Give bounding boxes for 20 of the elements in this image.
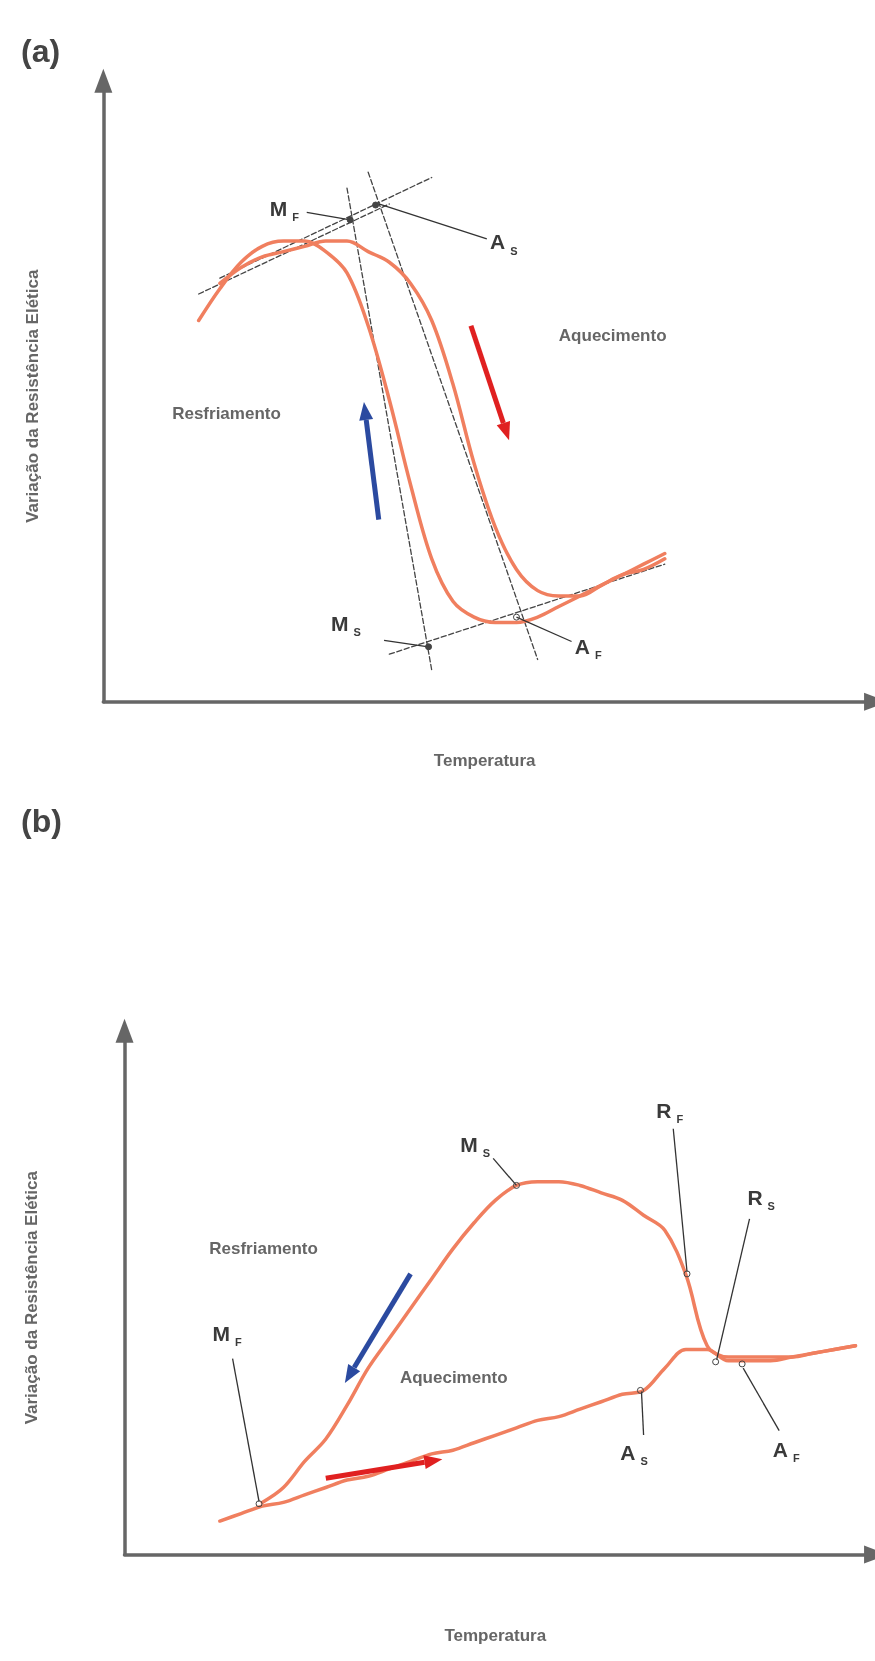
x-axis-title: Temperatura <box>433 750 537 770</box>
y-axis-title: Variação da Resistência Elética <box>21 1170 41 1425</box>
annotation: M$_{S}$ <box>331 611 361 640</box>
annotation: A$_{S}$ <box>489 230 518 259</box>
annotation: R$_{S}$ <box>747 1185 775 1215</box>
annotation: Resfriamento <box>172 403 281 426</box>
x-axis-title: Temperatura <box>444 1625 547 1645</box>
annotation: Resfriamento <box>209 1237 318 1260</box>
annotation: Aquecimento <box>558 324 667 347</box>
annotation: A$_{F}$ <box>772 1438 800 1467</box>
annotation: A$_{S}$ <box>620 1441 648 1470</box>
annotation: Aquecimento <box>399 1367 508 1390</box>
y-axis-title: Variação da Resistência Elética <box>23 269 43 523</box>
chart-title: (a) <box>21 33 61 69</box>
text: M$_{S}$ <box>460 1133 491 1162</box>
annotation: M$_{F}$ <box>212 1321 242 1350</box>
chart-title: (b) <box>21 803 62 839</box>
annotation: A$_{F}$ <box>574 635 602 664</box>
annotation: M$_{F}$ <box>269 196 299 225</box>
text: R$_{F}$ <box>656 1099 684 1128</box>
